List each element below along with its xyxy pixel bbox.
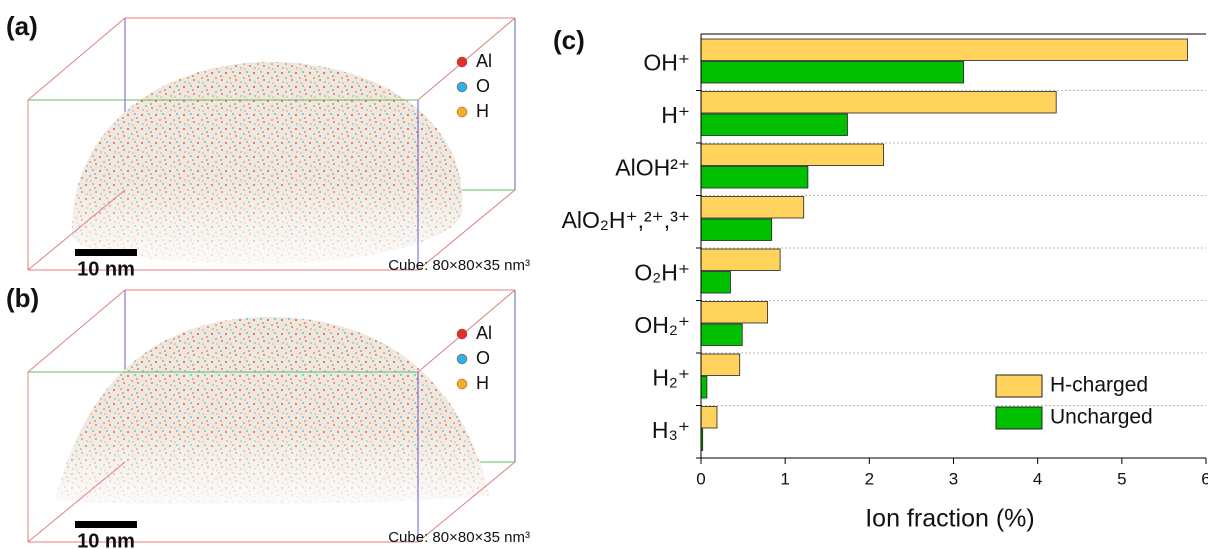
cube-edge — [417, 461, 516, 543]
x-axis-label: Ion fraction (%) — [865, 505, 1035, 533]
y-tick-label: H⁺ — [661, 102, 690, 128]
legend-label: H — [476, 101, 489, 121]
bar — [700, 271, 731, 294]
x-tick-label: 0 — [696, 469, 705, 488]
cube-edge — [27, 189, 126, 271]
atom-cloud-fade — [55, 317, 490, 505]
legend-dot — [456, 56, 468, 68]
x-tick-label: 4 — [1033, 469, 1042, 488]
bar — [700, 301, 768, 324]
legend-label: Uncharged — [1050, 406, 1153, 429]
legend-dot — [456, 328, 468, 340]
cube-edge — [27, 461, 126, 543]
bar — [700, 376, 708, 399]
bar — [700, 91, 1057, 114]
y-tick-label: AlO₂H⁺,²⁺,³⁺ — [562, 207, 690, 233]
cube-edge — [417, 289, 516, 373]
legend-label: Al — [476, 323, 492, 343]
bar — [700, 38, 1188, 61]
panel-label: (b) — [6, 283, 39, 313]
cube-caption: Cube: 80×80×35 nm³ — [388, 529, 530, 546]
bar — [700, 143, 885, 166]
x-tick-label: 1 — [780, 469, 789, 488]
cube-caption: Cube: 80×80×35 nm³ — [388, 257, 530, 274]
scale-bar — [75, 521, 137, 528]
legend-swatch — [995, 374, 1043, 398]
bar — [700, 406, 718, 429]
y-tick-label: O₂H⁺ — [634, 259, 690, 285]
bar — [700, 196, 805, 219]
bar — [700, 61, 965, 84]
legend-dot — [456, 81, 468, 93]
bar — [700, 113, 848, 136]
x-tick-label: 6 — [1201, 469, 1208, 488]
y-tick-label: AlOH²⁺ — [615, 154, 690, 180]
scale-bar-label: 10 nm — [77, 258, 135, 280]
bar — [700, 323, 743, 346]
legend-dot — [456, 353, 468, 365]
legend-label: H — [476, 373, 489, 393]
legend-label: Al — [476, 51, 492, 71]
y-tick-label: H₃⁺ — [652, 417, 690, 443]
cube-edge — [417, 189, 516, 271]
y-tick-label: H₂⁺ — [652, 364, 690, 390]
legend-label: H-charged — [1050, 374, 1148, 397]
cube-edge — [417, 17, 516, 101]
bar — [700, 166, 809, 189]
panel-label: (c) — [553, 25, 585, 55]
panel-label: (a) — [6, 11, 38, 41]
x-tick-label: 2 — [865, 469, 874, 488]
scale-bar — [75, 249, 137, 256]
legend-swatch — [995, 406, 1043, 430]
y-tick-label: OH⁺ — [643, 49, 690, 75]
legend-label: O — [476, 348, 490, 368]
cube-edge — [27, 289, 126, 373]
y-tick-label: OH₂⁺ — [634, 312, 690, 338]
bar — [700, 218, 773, 241]
atom-cloud-fade — [71, 62, 463, 265]
bar — [700, 353, 741, 376]
x-tick-label: 3 — [949, 469, 958, 488]
legend-label: O — [476, 76, 490, 96]
bar — [700, 248, 781, 271]
legend-dot — [456, 106, 468, 118]
cube-edge — [27, 17, 126, 101]
scale-bar-label: 10 nm — [77, 530, 135, 549]
x-tick-label: 5 — [1117, 469, 1126, 488]
legend-dot — [456, 378, 468, 390]
